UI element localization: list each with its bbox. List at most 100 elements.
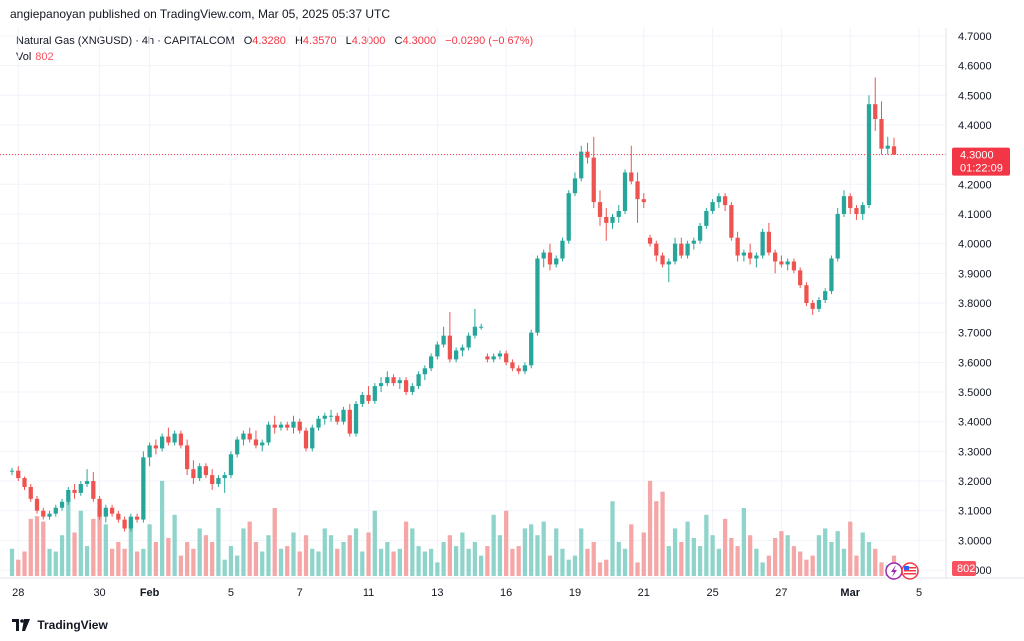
volume-bar	[841, 548, 847, 576]
volume-bar	[216, 508, 221, 576]
candle-body	[47, 513, 52, 517]
volume-value: 802	[35, 51, 54, 63]
candle-body	[141, 457, 146, 520]
volume-bar	[147, 524, 152, 576]
volume-bar	[141, 548, 146, 576]
volume-bar	[704, 514, 709, 576]
lightning-icon[interactable]	[885, 562, 903, 580]
symbol-label[interactable]: Natural Gas (XNGUSD) · 4h · CAPITALCOM	[16, 35, 235, 47]
price-tick-label: 3.4000	[958, 417, 992, 429]
time-tick-label: 19	[569, 587, 581, 599]
candle-body	[504, 353, 509, 363]
volume-bar	[660, 491, 665, 576]
candle-body	[178, 433, 184, 446]
volume-bar	[472, 542, 478, 576]
candle-body	[260, 442, 265, 446]
brand-name: TradingView	[37, 617, 108, 632]
volume-bar	[466, 548, 471, 576]
volume-bar	[228, 546, 234, 576]
candle-body	[854, 208, 859, 214]
candle-body	[891, 146, 897, 155]
candle-body	[666, 261, 671, 265]
time-tick-label: 25	[706, 587, 718, 599]
volume-bar	[410, 528, 415, 576]
candle-body	[28, 486, 33, 499]
price-axis[interactable]: 4.7000 4.6000 4.5000 4.4000 4.3000 4.2000 4.10…	[958, 31, 992, 577]
candle-body	[460, 347, 465, 351]
candle-body	[235, 439, 240, 455]
candle-body	[9, 470, 15, 472]
volume-bar	[873, 548, 878, 576]
candle-body	[697, 225, 703, 241]
volume-bar	[341, 542, 346, 576]
candle-body	[341, 409, 346, 422]
volume-bar	[378, 548, 384, 576]
volume-bar	[616, 542, 621, 576]
candle-body	[59, 501, 65, 508]
candle-body	[591, 157, 596, 203]
candle-body	[128, 516, 133, 529]
volume-bar	[610, 501, 615, 576]
volume-bar	[766, 555, 772, 576]
volume-bar	[641, 532, 646, 576]
price-tick-label: 3.9000	[958, 268, 992, 280]
candle-body	[835, 213, 840, 259]
volume-bar	[804, 559, 809, 576]
candle-body	[841, 196, 847, 214]
change-value: −0.0290 (−0.67%)	[445, 35, 534, 47]
us-flag-icon[interactable]	[901, 562, 919, 580]
candle-body	[529, 332, 534, 366]
volume-bar	[310, 548, 315, 576]
volume-bar	[635, 562, 640, 576]
candle-body	[22, 478, 27, 487]
candle-body	[691, 240, 696, 244]
volume-bar	[754, 548, 759, 576]
candle-body	[403, 380, 409, 393]
volume-bar	[672, 528, 678, 576]
time-tick-label: Feb	[140, 587, 160, 599]
candle-body	[397, 380, 402, 384]
volume-bar	[798, 551, 803, 576]
candle-body	[328, 415, 334, 417]
candle-body	[604, 216, 609, 223]
volume-bar	[522, 528, 528, 576]
chart-area[interactable]: 4.7000 4.6000 4.5000 4.4000 4.3000 4.2000 4.10…	[0, 28, 1024, 613]
volume-bar	[585, 548, 590, 576]
candle-body	[516, 368, 521, 372]
candle-body	[873, 104, 878, 120]
candle-countdown: 01:22:09	[960, 163, 1003, 175]
high-value: 4.3570	[302, 35, 337, 47]
volume-bar	[810, 555, 815, 576]
candle-body	[722, 196, 728, 206]
volume-bar	[185, 542, 190, 576]
candle-body	[378, 383, 384, 387]
volume-bar	[247, 521, 252, 576]
volume-bar	[504, 510, 509, 576]
time-axis[interactable]: 28 30 Feb 5 7 11 13 16 19 21 25 27 Mar 5	[12, 587, 922, 599]
candle-body	[147, 445, 152, 458]
volume-bar	[816, 535, 822, 576]
candle-body	[335, 415, 340, 422]
candle-body	[760, 231, 765, 256]
volume-bar	[347, 535, 352, 576]
volume-bar	[666, 546, 671, 576]
volume-label[interactable]: Vol	[16, 51, 32, 63]
volume-bar	[729, 537, 734, 576]
time-tick-label: 5	[228, 587, 234, 599]
candle-body	[716, 196, 721, 203]
candle-body	[253, 439, 259, 446]
candle-body	[347, 409, 352, 434]
candle-body	[285, 424, 290, 428]
volume-bar	[829, 542, 834, 576]
volume-bar	[416, 546, 421, 576]
candle-body	[185, 445, 190, 470]
candle-body	[272, 424, 277, 428]
candle-body	[554, 258, 559, 265]
candle-body	[454, 350, 459, 360]
volume-bar	[28, 518, 33, 576]
candle-body	[247, 433, 252, 440]
volume-bar	[41, 521, 46, 576]
volume-bar	[297, 551, 302, 576]
volume-bar	[866, 542, 872, 576]
candle-body	[116, 513, 121, 520]
